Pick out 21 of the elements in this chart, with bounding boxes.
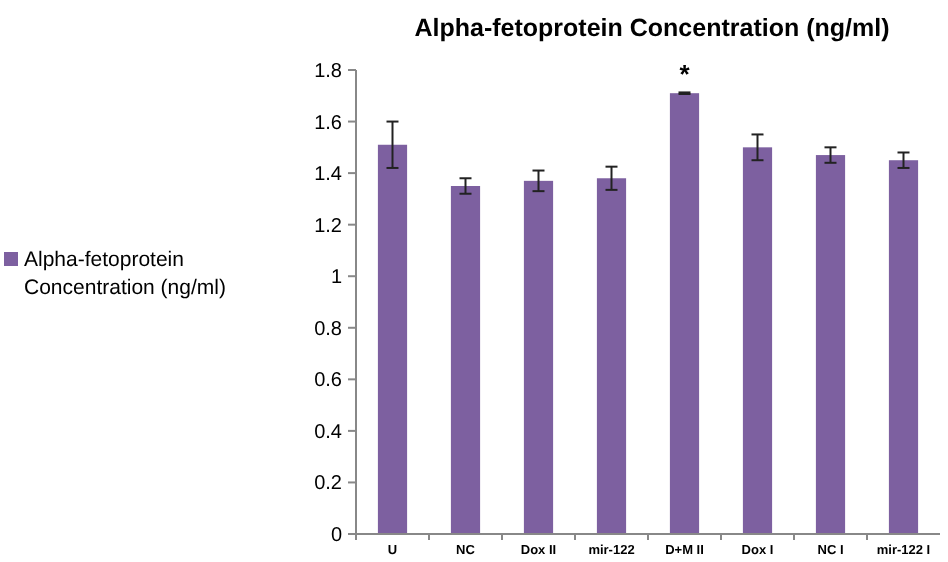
y-tick-label: 1.8 — [314, 61, 343, 83]
y-tick-label: 0.6 — [314, 370, 343, 393]
annotation: * — [679, 59, 692, 90]
y-tick-label: 0 — [330, 525, 343, 547]
y-tick-label: 1.6 — [314, 112, 343, 135]
y-tick-label: 1.4 — [314, 164, 343, 187]
chart-title: Alpha-fetoprotein Concentration (ng/ml) — [414, 14, 890, 42]
y-tick-label: 1.2 — [314, 215, 343, 238]
bar — [888, 160, 919, 534]
bar — [742, 147, 773, 534]
y-tick-label: 0.8 — [314, 318, 343, 341]
y-tick-label: 1 — [330, 267, 343, 290]
bar — [669, 93, 700, 534]
legend-label: Alpha-fetoprotein Concentration (ng/ml) — [24, 248, 226, 300]
bar — [596, 178, 627, 534]
bar — [450, 186, 481, 534]
bar — [523, 180, 554, 534]
bar — [377, 144, 408, 534]
bar — [815, 155, 846, 534]
y-tick-label: 0.2 — [314, 473, 343, 496]
y-tick-label: 0.4 — [314, 421, 343, 444]
